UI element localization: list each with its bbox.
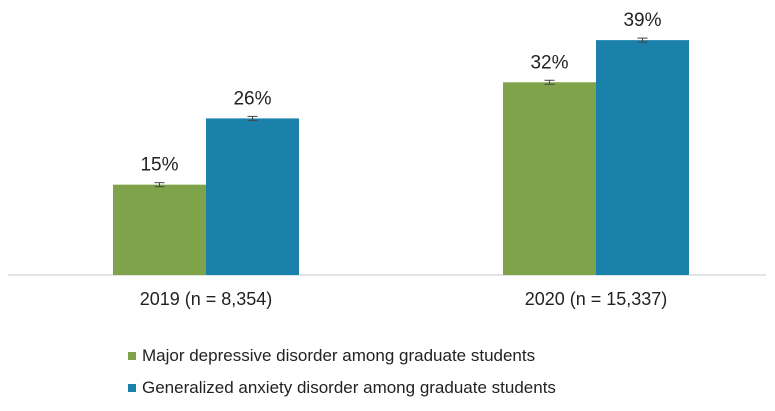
labels-layer: 15% 26% 2019 (n = 8,354) 32% 39% 2020 (n = 15… [140,10,668,309]
data-label: 15% [140,155,178,176]
legend-item-anxiety: Generalized anxiety disorder among gradu… [128,378,556,398]
legend-label-anxiety: Generalized anxiety disorder among gradu… [142,378,556,397]
data-label: 32% [530,52,568,73]
x-tick-label: 2019 (n = 8,354) [140,289,273,309]
legend-swatch-depressive [128,352,136,360]
bar-depressive-1 [503,82,596,275]
bar-depressive-0 [113,184,206,275]
bar-anxiety-0 [206,118,299,275]
legend-item-depressive: Major depressive disorder among graduate… [128,346,535,366]
data-label: 26% [233,88,271,109]
bar-anxiety-1 [596,40,689,276]
bars-layer [113,37,689,276]
data-label: 39% [623,10,661,31]
x-tick-label: 2020 (n = 15,337) [525,289,668,309]
legend-label-depressive: Major depressive disorder among graduate… [142,346,536,365]
legend-swatch-anxiety [128,384,136,392]
